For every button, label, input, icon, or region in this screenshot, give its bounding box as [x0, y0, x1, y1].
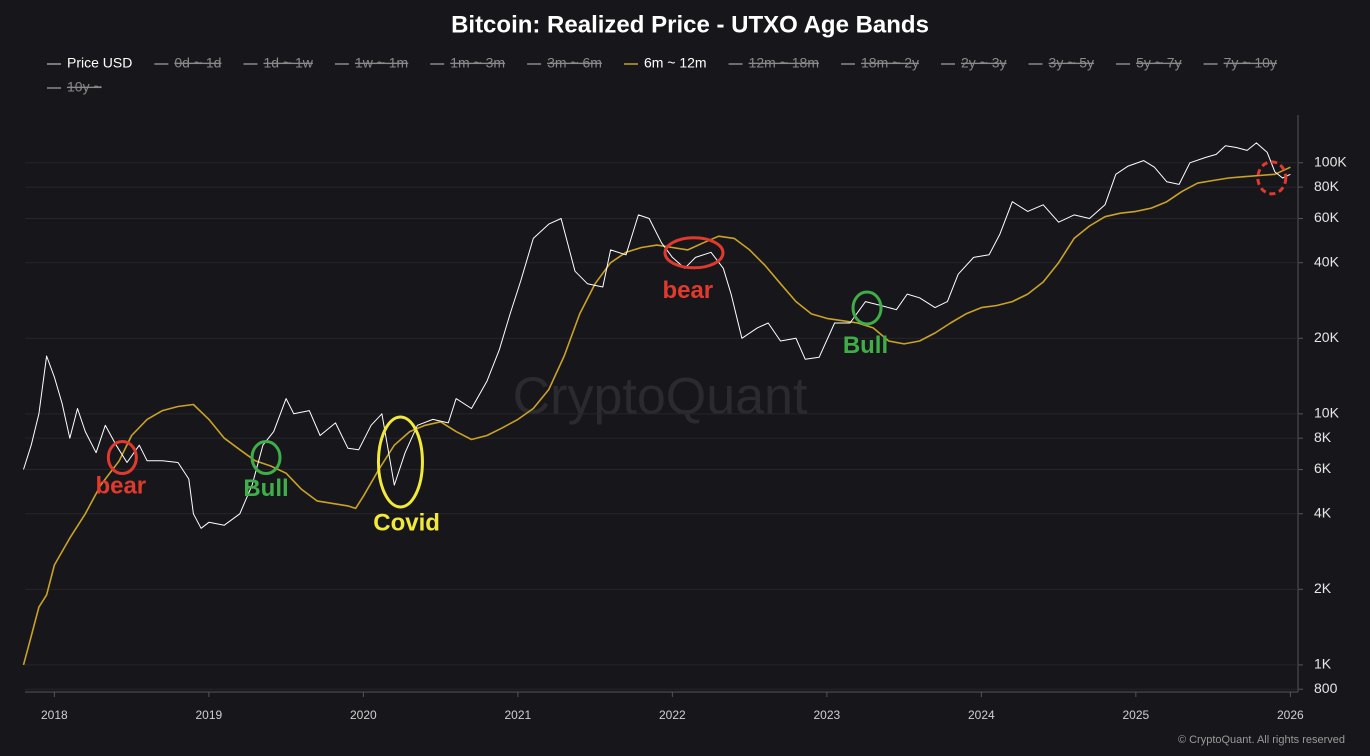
x-tick-label: 2021 [505, 708, 532, 722]
legend-label: 2y ~ 3y [961, 55, 1007, 71]
y-tick-label: 4K [1314, 504, 1332, 520]
legend-item[interactable]: 3m ~ 6m [527, 55, 602, 71]
y-tick-label: 80K [1314, 178, 1340, 194]
y-tick-label: 100K [1314, 153, 1347, 169]
y-tick-label: 2K [1314, 580, 1332, 596]
y-tick-label: 40K [1314, 253, 1340, 269]
x-tick-label: 2018 [41, 708, 68, 722]
footer: © CryptoQuant. All rights reserved [1178, 734, 1345, 746]
x-tick-label: 2022 [659, 708, 686, 722]
legend-label: 18m ~ 2y [861, 55, 919, 71]
legend-label: 7y ~ 10y [1224, 55, 1277, 71]
legend-item[interactable]: 12m ~ 18m [728, 55, 819, 71]
annotation-marker [106, 440, 138, 476]
legend-item[interactable]: 18m ~ 2y [841, 55, 919, 71]
legend-label: 0d ~ 1d [174, 55, 221, 71]
annotation-label: bear [662, 277, 713, 304]
annotation-marker [1256, 160, 1288, 196]
legend-label: 1d ~ 1w [263, 55, 313, 71]
x-tick-label: 2020 [350, 708, 377, 722]
legend-label: 3m ~ 6m [547, 55, 602, 71]
legend-item[interactable]: 6m ~ 12m [623, 55, 707, 71]
legend-item[interactable]: 1d ~ 1w [243, 55, 314, 71]
annotation-marker [250, 440, 282, 476]
legend-item[interactable]: 7y ~ 10y [1203, 55, 1277, 71]
legend-label: 12m ~ 18m [749, 55, 819, 71]
x-tick-label: 2025 [1123, 708, 1150, 722]
chart-title: Bitcoin: Realized Price - UTXO Age Bands [451, 11, 929, 38]
annotation-label: Bull [243, 475, 288, 502]
legend-item[interactable]: 10y ~ [47, 79, 102, 95]
legend-item[interactable]: 1w ~ 1m [334, 55, 408, 71]
series-line [23, 142, 1291, 529]
y-tick-label: 800 [1314, 680, 1338, 696]
y-tick-label: 1K [1314, 656, 1332, 672]
annotation-marker [851, 290, 883, 326]
legend-label: 10y ~ [67, 79, 102, 95]
legend-item[interactable]: 2y ~ 3y [941, 55, 1007, 71]
legend-item[interactable]: 5y ~ 7y [1116, 55, 1182, 71]
legend-label: 1m ~ 3m [450, 55, 505, 71]
annotation-label: Covid [373, 509, 440, 536]
legend-label: 5y ~ 7y [1136, 55, 1182, 71]
annotation-label: bear [95, 473, 146, 500]
legend-item[interactable]: Price USD [47, 55, 132, 71]
series-line [22, 166, 1291, 666]
annotation-marker [663, 236, 725, 270]
legend-item[interactable]: 1m ~ 3m [430, 55, 505, 71]
x-tick-label: 2023 [814, 708, 841, 722]
legend-label: Price USD [67, 55, 132, 71]
x-tick-label: 2019 [196, 708, 223, 722]
y-tick-label: 6K [1314, 460, 1332, 476]
y-tick-label: 20K [1314, 329, 1340, 345]
annotation-label: Bull [843, 332, 888, 359]
y-tick-label: 8K [1314, 429, 1332, 445]
legend-label: 3y ~ 5y [1049, 55, 1095, 71]
x-tick-label: 2026 [1277, 708, 1304, 722]
legend-item[interactable]: 3y ~ 5y [1028, 55, 1095, 71]
legend-label: 6m ~ 12m [644, 55, 707, 71]
y-tick-label: 60K [1314, 209, 1340, 225]
annotation-marker [376, 415, 424, 509]
x-tick-label: 2024 [968, 708, 995, 722]
legend-item[interactable]: 0d ~ 1d [154, 55, 221, 71]
watermark: CryptoQuant [513, 368, 808, 426]
y-tick-label: 10K [1314, 405, 1340, 421]
legend-label: 1w ~ 1m [355, 55, 408, 71]
